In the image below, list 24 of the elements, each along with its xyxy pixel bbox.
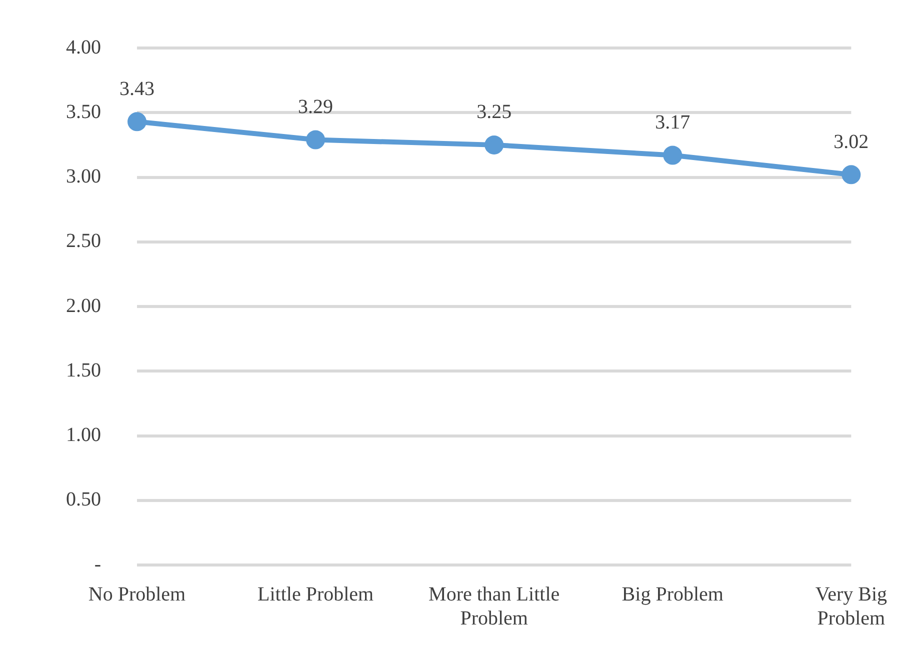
y-tick-label: 4.00 — [66, 36, 101, 58]
point — [663, 146, 682, 165]
x-tick-label: Little Problem — [257, 583, 374, 606]
y-tick-label: 1.00 — [66, 424, 101, 446]
x-tick-label: No Problem — [88, 583, 186, 606]
data-label: 3.43 — [120, 78, 154, 100]
y-tick-label: 3.50 — [66, 100, 101, 123]
y-tick-label: 2.00 — [66, 294, 101, 317]
y-tick-label: - — [94, 553, 101, 576]
point — [306, 130, 326, 150]
data-label: 3.25 — [476, 101, 512, 124]
x-tick-label: Very Big Problem — [815, 583, 888, 630]
data-label: 3.17 — [655, 112, 690, 134]
y-tick-label: 0.50 — [66, 488, 101, 511]
y-tick-label: 3.00 — [66, 166, 101, 188]
point — [128, 112, 146, 132]
point — [842, 165, 861, 184]
data-label: 3.02 — [834, 130, 869, 153]
y-tick-label: 2.50 — [66, 230, 101, 252]
data-label: 3.29 — [298, 96, 334, 118]
x-tick-label: Big Problem — [622, 583, 724, 606]
point — [484, 135, 504, 154]
x-tick-label: More than Little Problem — [428, 583, 560, 630]
y-tick-label: 1.50 — [66, 359, 101, 382]
